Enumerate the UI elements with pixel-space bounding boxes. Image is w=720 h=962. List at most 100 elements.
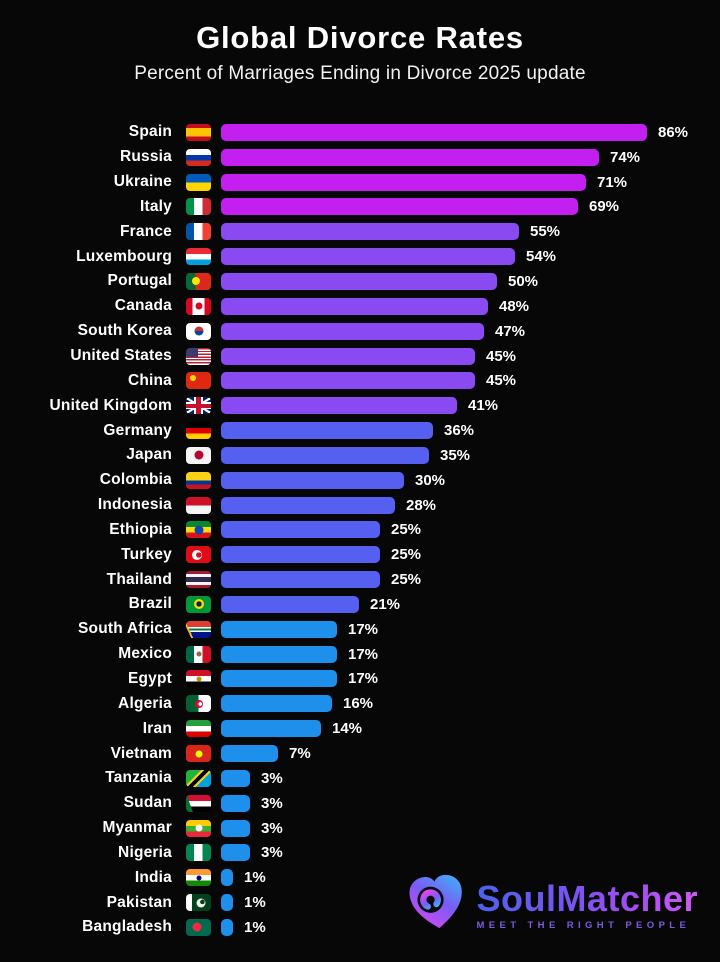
flag-egypt-icon	[186, 670, 211, 688]
country-label: Luxembourg	[76, 247, 172, 265]
chart-row: Ethiopia 25%	[0, 518, 720, 543]
flag-spain-icon	[186, 123, 211, 141]
bar	[221, 769, 250, 787]
value-label: 1%	[244, 918, 266, 936]
country-label: Pakistan	[106, 893, 172, 911]
value-label: 3%	[261, 819, 283, 837]
flag-france-icon	[186, 223, 211, 241]
chart-row: Mexico 17%	[0, 642, 720, 667]
bar	[221, 123, 647, 141]
chart-row: Luxembourg 54%	[0, 244, 720, 269]
country-label: United Kingdom	[49, 396, 172, 414]
value-label: 1%	[244, 869, 266, 887]
flag-china-icon	[186, 372, 211, 390]
bar	[221, 198, 578, 216]
flag-india-icon	[186, 869, 211, 887]
bar	[221, 372, 475, 390]
flag-myanmar-emblem	[195, 824, 202, 832]
flag-brazil-emblem	[193, 599, 204, 610]
chart-row: Egypt 17%	[0, 667, 720, 692]
bar	[221, 347, 475, 365]
soulmatcher-logo: SoulMatcher MEET THE RIGHT PEOPLE	[406, 871, 698, 940]
flag-egypt-emblem	[196, 676, 201, 682]
flag-sudan-icon	[186, 794, 211, 812]
country-label: Russia	[119, 148, 172, 166]
value-label: 25%	[391, 546, 422, 564]
flag-colombia-icon	[186, 471, 211, 489]
country-label: Germany	[103, 421, 172, 439]
value-label: 86%	[658, 123, 689, 141]
bar	[221, 521, 380, 539]
flag-myanmar-icon	[186, 819, 211, 837]
bar	[221, 918, 233, 936]
value-label: 1%	[244, 894, 266, 912]
flag-italy-icon	[186, 198, 211, 216]
bar	[221, 446, 429, 464]
chart-row: Japan 35%	[0, 443, 720, 468]
bar	[221, 695, 332, 713]
flag-vietnam-emblem	[195, 750, 202, 758]
flag-south-korea-icon	[186, 322, 211, 340]
bar	[221, 422, 433, 440]
flag-thailand-icon	[186, 571, 211, 589]
value-label: 35%	[440, 446, 471, 464]
heart-swirl-icon	[403, 868, 472, 943]
value-label: 50%	[508, 272, 539, 290]
value-label: 21%	[370, 595, 401, 613]
country-label: Egypt	[127, 669, 172, 687]
value-label: 7%	[289, 745, 311, 763]
bar	[221, 546, 380, 564]
bar	[221, 745, 278, 763]
country-label: Turkey	[121, 545, 172, 563]
flag-portugal-icon	[186, 272, 211, 290]
value-label: 25%	[391, 521, 422, 539]
flag-ethiopia-emblem	[194, 525, 203, 535]
flag-india-emblem	[196, 875, 201, 881]
chart-row: Bangladesh 1%	[0, 915, 720, 940]
value-label: 45%	[486, 372, 517, 390]
chart-row: Sudan 3%	[0, 791, 720, 816]
country-label: Colombia	[99, 471, 172, 489]
bar	[221, 397, 457, 415]
value-label: 69%	[589, 198, 620, 216]
chart-row: Iran 14%	[0, 716, 720, 741]
chart-row: Tanzania 3%	[0, 766, 720, 791]
bar	[221, 595, 359, 613]
value-label: 45%	[486, 347, 517, 365]
flag-germany-icon	[186, 422, 211, 440]
chart-row: Pakistan 1%	[0, 890, 720, 915]
value-label: 36%	[444, 422, 475, 440]
flag-canada-emblem	[195, 302, 202, 310]
flag-mexico-icon	[186, 645, 211, 663]
value-label: 48%	[499, 297, 530, 315]
bar	[221, 894, 233, 912]
value-label: 41%	[468, 397, 499, 415]
bar	[221, 645, 337, 663]
bar	[221, 223, 519, 241]
bar	[221, 496, 395, 514]
flag-luxembourg-icon	[186, 248, 211, 266]
chart-row: China 45%	[0, 368, 720, 393]
flag-russia-icon	[186, 148, 211, 166]
chart-row: Germany 36%	[0, 418, 720, 443]
country-label: Myanmar	[102, 819, 172, 837]
flag-tanzania-icon	[186, 769, 211, 787]
flag-china-emblem	[189, 375, 196, 382]
value-label: 71%	[597, 173, 628, 191]
bar	[221, 571, 380, 589]
country-label: Thailand	[106, 570, 172, 588]
bar	[221, 720, 321, 738]
country-label: Algeria	[118, 694, 172, 712]
country-label: South Korea	[77, 322, 172, 340]
value-label: 16%	[343, 695, 374, 713]
flag-turkey-icon	[186, 546, 211, 564]
value-label: 25%	[391, 571, 422, 589]
flag-south-africa-icon	[186, 620, 211, 638]
chart-row: Portugal 50%	[0, 269, 720, 294]
country-label: United States	[70, 347, 172, 365]
chart-row: Turkey 25%	[0, 542, 720, 567]
country-label: Canada	[114, 297, 172, 315]
country-label: Bangladesh	[82, 918, 172, 936]
chart-row: Spain 86%	[0, 120, 720, 145]
